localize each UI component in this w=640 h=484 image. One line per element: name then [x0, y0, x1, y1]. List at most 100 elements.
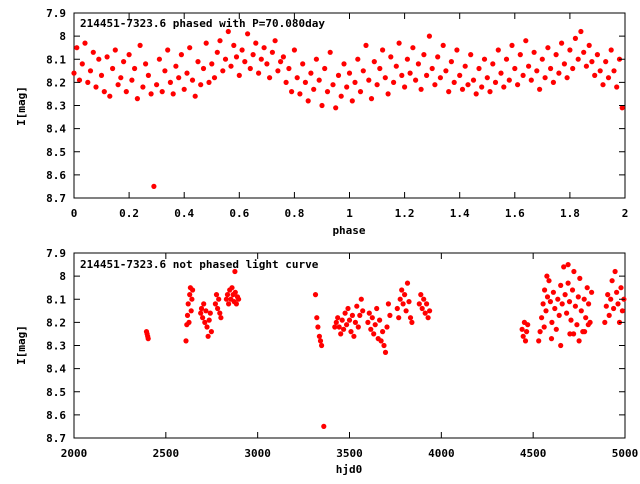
phased-data-point: [382, 75, 388, 81]
phased-data-point: [528, 77, 534, 83]
phased-data-point: [561, 61, 568, 67]
phased-data-point: [82, 40, 88, 46]
phased-x-axis-label: phase: [332, 224, 365, 237]
phased-x-tick-label: 1.2: [395, 207, 415, 220]
phased-data-point: [87, 68, 94, 74]
phased-data-point: [330, 82, 336, 88]
unphased-data-point: [614, 289, 620, 295]
phased-data-point: [437, 75, 443, 81]
phased-data-point: [335, 72, 342, 78]
unphased-data-point: [603, 303, 609, 309]
unphased-data-point: [204, 324, 210, 330]
phased-points: [71, 28, 625, 189]
unphased-data-point: [374, 305, 380, 312]
unphased-data-point: [380, 329, 386, 335]
unphased-data-point: [559, 301, 565, 307]
phased-data-point: [184, 70, 190, 76]
unphased-data-point: [575, 294, 581, 300]
unphased-data-point: [355, 324, 361, 330]
phased-data-point: [611, 68, 617, 74]
phased-data-point: [413, 77, 419, 83]
phased-data-point: [559, 40, 565, 46]
unphased-data-point: [555, 296, 561, 302]
unphased-data-point: [416, 301, 422, 307]
unphased-points: [143, 262, 627, 429]
phased-data-point: [308, 70, 314, 76]
unphased-data-point: [223, 296, 229, 302]
unphased-data-point: [365, 319, 371, 325]
unphased-plot-frame: [73, 252, 626, 439]
unphased-data-point: [611, 305, 617, 312]
phased-data-point: [402, 84, 408, 90]
phased-data-point: [192, 93, 198, 99]
unphased-data-point: [358, 296, 364, 302]
phased-data-point: [126, 52, 132, 58]
phased-data-point: [575, 56, 581, 62]
unphased-data-point: [316, 333, 322, 339]
phased-data-point: [498, 70, 504, 76]
phased-data-point: [492, 79, 499, 85]
unphased-data-point: [552, 305, 558, 312]
unphased-data-point: [619, 308, 626, 314]
unphased-data-point: [319, 342, 325, 349]
phased-x-ticks: 0 0.2 0.4 0.6 0.8 1 1.2 1.4 1.6 1.8 2: [71, 13, 628, 220]
unphased-x-axis-label: hjd0: [336, 463, 363, 476]
unphased-data-point: [368, 326, 374, 332]
unphased-data-point: [558, 282, 564, 288]
phased-data-point: [245, 31, 251, 37]
phased-data-point: [537, 86, 543, 92]
phased-data-point: [583, 63, 590, 69]
unphased-y-tick-label: 8.3: [46, 340, 66, 353]
phased-data-point: [592, 72, 598, 78]
phased-data-point: [597, 68, 603, 74]
unphased-data-point: [540, 301, 546, 307]
unphased-data-point: [377, 317, 383, 323]
unphased-data-point: [185, 301, 191, 307]
phased-data-point: [195, 59, 201, 65]
phased-data-point: [278, 59, 284, 65]
phased-data-point: [118, 75, 124, 81]
phased-data-point: [570, 65, 576, 72]
phased-data-point: [291, 47, 297, 53]
phased-x-tick-label: 1.4: [450, 207, 470, 220]
phased-y-tick-label: 8.7: [46, 192, 66, 205]
phased-data-point: [548, 65, 554, 72]
unphased-data-point: [537, 329, 543, 335]
phased-data-point: [490, 61, 496, 67]
unphased-data-point: [567, 331, 573, 337]
unphased-data-point: [215, 305, 221, 312]
unphased-data-point: [547, 299, 554, 305]
unphased-data-point: [208, 329, 214, 335]
unphased-y-ticks: 7.9 8 8.1 8.2 8.3 8.4 8.5 8.6 8.7: [46, 247, 625, 445]
phased-data-point: [173, 63, 179, 69]
unphased-data-point: [520, 333, 526, 339]
phased-x-tick-label: 0.2: [119, 207, 139, 220]
phased-data-point: [233, 54, 240, 60]
phased-data-point: [148, 91, 154, 97]
unphased-y-tick-label: 8.2: [46, 316, 66, 329]
unphased-data-point: [321, 423, 327, 429]
phased-data-point: [121, 59, 127, 65]
phased-data-point: [470, 77, 477, 83]
phased-data-point: [564, 75, 570, 81]
unphased-data-point: [407, 315, 414, 321]
phased-data-point: [115, 82, 121, 88]
phased-data-point: [462, 63, 468, 69]
unphased-data-point: [584, 285, 590, 291]
phased-plot-title: 214451-7323.6 phased with P=70.080day: [80, 17, 325, 30]
phased-data-point: [440, 42, 446, 49]
phased-data-point: [222, 56, 229, 62]
phased-data-point: [156, 56, 162, 62]
phased-data-point: [338, 93, 344, 99]
phased-data-point: [377, 65, 383, 72]
phased-data-point: [269, 49, 275, 55]
unphased-data-point: [582, 329, 588, 335]
phased-data-point: [503, 56, 510, 62]
unphased-data-point: [206, 317, 212, 323]
unphased-data-point: [568, 317, 574, 323]
unphased-x-tick-label: 4000: [428, 447, 455, 460]
unphased-y-axis-label: I[mag]: [15, 325, 28, 365]
unphased-data-point: [184, 312, 191, 318]
phased-data-point: [572, 35, 579, 42]
